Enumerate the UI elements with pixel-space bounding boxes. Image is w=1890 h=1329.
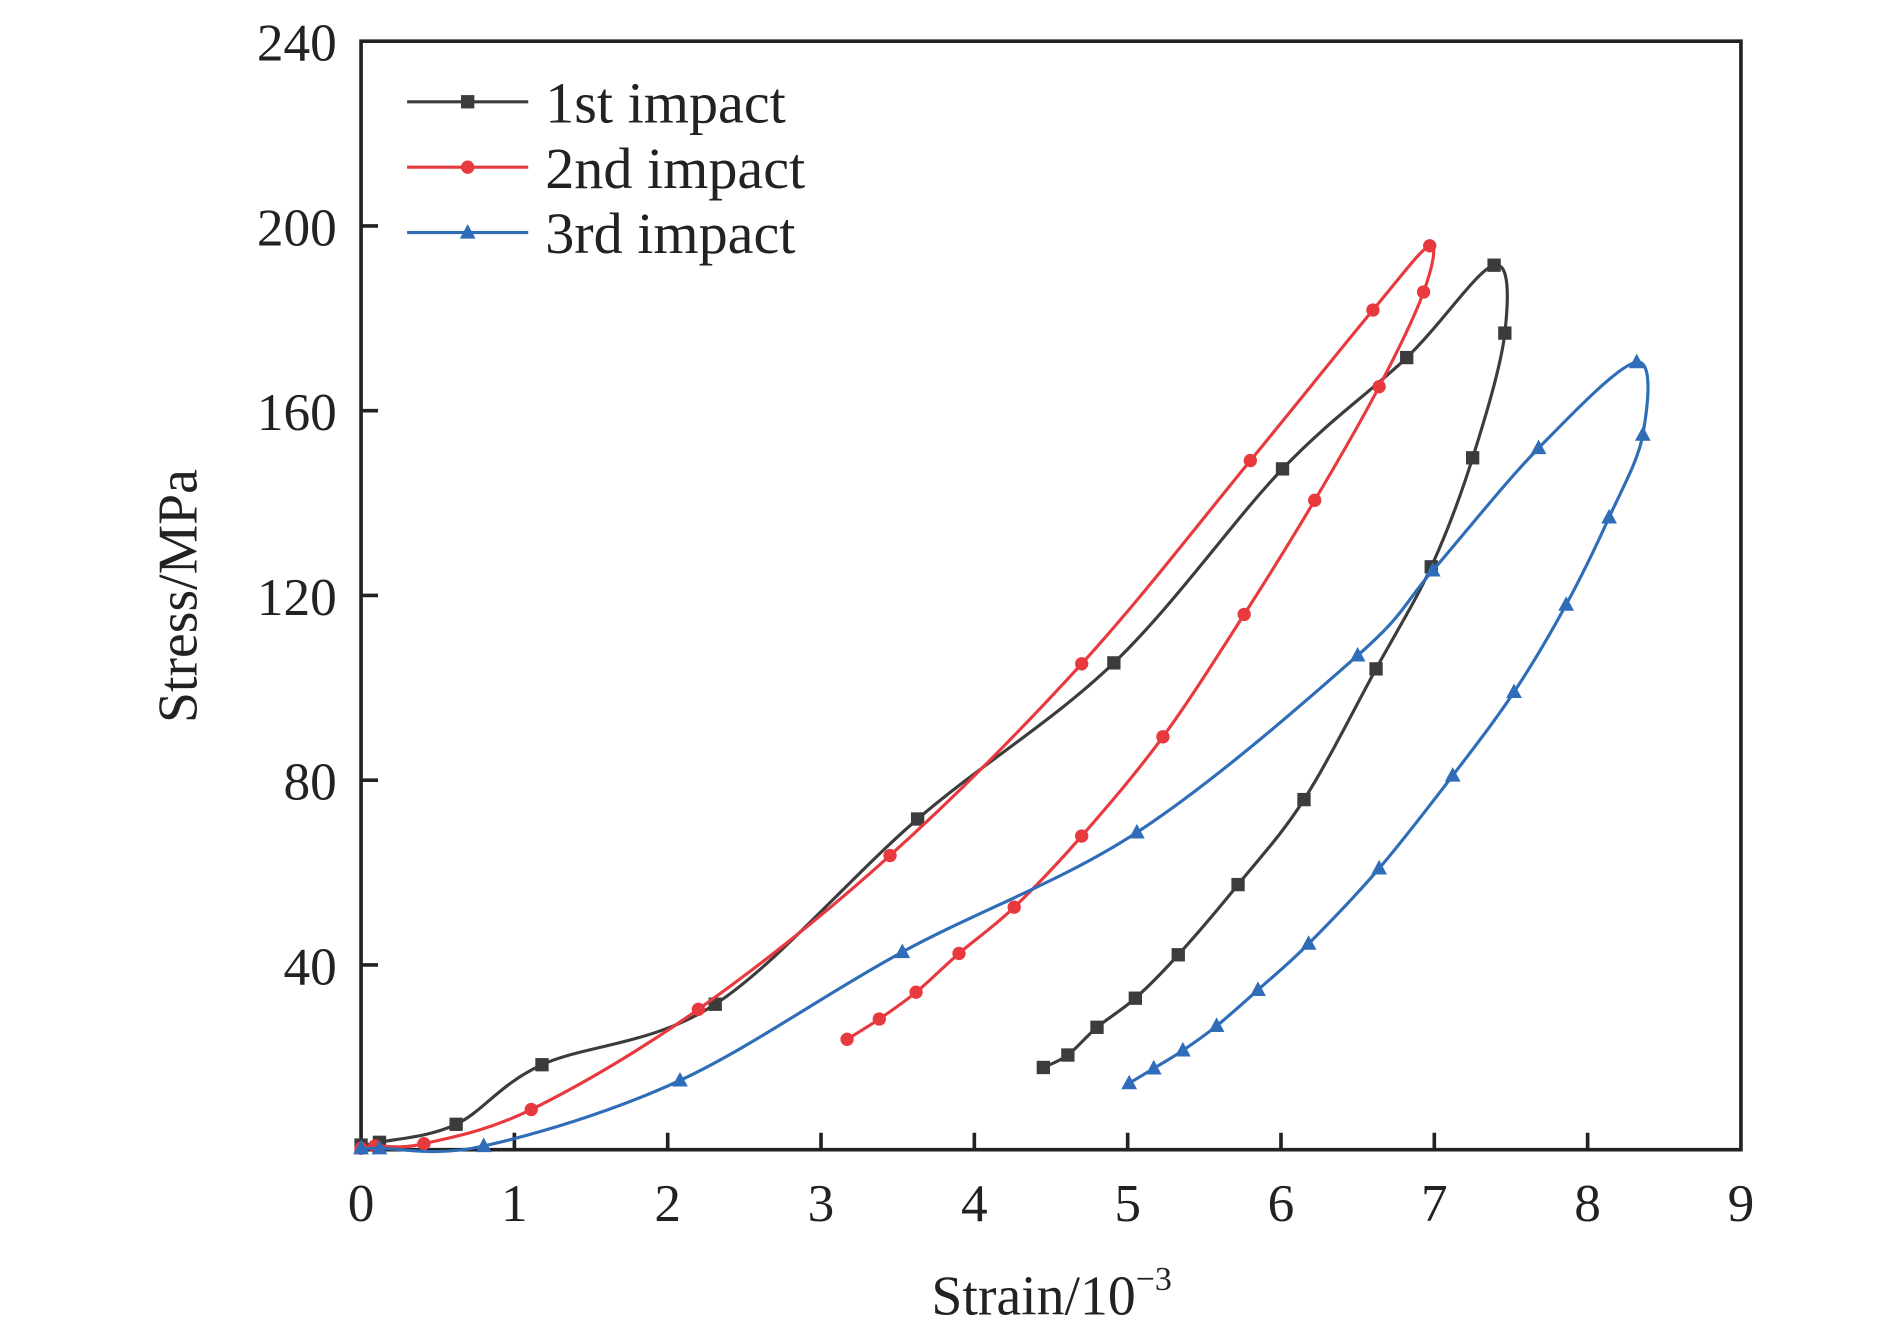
data-point-square <box>1036 1060 1051 1075</box>
data-point-triangle <box>371 1139 388 1155</box>
data-point-square <box>1171 948 1185 962</box>
data-point-circle <box>1423 239 1437 253</box>
legend-entry: 1st impact <box>407 70 786 135</box>
data-point-square <box>1275 462 1290 476</box>
data-point-square <box>1465 451 1480 465</box>
data-point-triangle <box>894 943 911 959</box>
data-point-circle <box>1372 380 1386 394</box>
data-point-triangle <box>1506 683 1522 699</box>
data-point-square <box>1090 1020 1104 1034</box>
x-tick-label: 8 <box>1574 1174 1601 1233</box>
data-point-square <box>535 1058 549 1072</box>
data-point-triangle <box>1444 767 1461 782</box>
y-tick-label: 240 <box>257 14 337 73</box>
x-tick-label: 0 <box>348 1174 375 1233</box>
data-point-circle <box>417 1137 431 1151</box>
data-point-circle <box>1007 900 1021 914</box>
data-point-square <box>1061 1048 1075 1062</box>
legend-label: 1st impact <box>545 70 786 135</box>
data-point-circle <box>1075 829 1089 843</box>
data-point-triangle <box>459 224 476 239</box>
legend-label: 2nd impact <box>545 136 805 201</box>
data-point-circle <box>1237 607 1251 622</box>
x-tick-label: 5 <box>1114 1174 1141 1233</box>
series-line <box>360 244 1436 1150</box>
data-point-circle <box>1156 730 1170 744</box>
x-axis-label: Strain/10−3 <box>931 1261 1171 1327</box>
data-point-triangle <box>1371 859 1387 875</box>
data-point-circle <box>872 1012 886 1026</box>
x-tick-label: 4 <box>961 1174 988 1233</box>
data-point-triangle <box>1530 439 1547 455</box>
data-point-square <box>910 812 925 826</box>
data-point-circle <box>691 1002 706 1016</box>
data-point-square <box>449 1117 463 1131</box>
data-point-triangle <box>1634 426 1651 441</box>
data-point-triangle <box>475 1137 492 1153</box>
legend-entry: 3rd impact <box>407 201 795 266</box>
legend-entry: 2nd impact <box>407 136 805 201</box>
data-point-circle <box>1416 285 1431 299</box>
y-tick-label: 200 <box>257 198 337 257</box>
data-point-circle <box>883 848 897 863</box>
series-3 <box>353 353 1651 1155</box>
y-tick-label: 40 <box>284 937 337 996</box>
data-point-triangle <box>672 1071 688 1087</box>
x-tick-label: 7 <box>1421 1174 1448 1233</box>
y-axis-label: Stress/MPa <box>147 469 209 723</box>
data-point-circle <box>909 985 923 999</box>
x-tick-label: 9 <box>1728 1174 1755 1233</box>
x-tick-label: 3 <box>808 1174 835 1233</box>
data-point-square <box>1128 991 1142 1005</box>
data-point-square <box>1487 258 1501 272</box>
x-tick-label: 2 <box>654 1174 681 1233</box>
data-point-triangle <box>353 1139 369 1155</box>
data-point-triangle <box>1424 562 1441 577</box>
data-point-circle <box>952 946 966 961</box>
data-point-circle <box>1075 657 1089 671</box>
data-point-square <box>461 95 475 109</box>
data-point-circle <box>1366 303 1380 317</box>
data-point-circle <box>1308 493 1322 507</box>
data-point-triangle <box>1121 1074 1138 1090</box>
series-line <box>361 360 1650 1154</box>
data-point-triangle <box>1349 647 1366 662</box>
data-point-triangle <box>1250 981 1266 996</box>
x-tick-label: 6 <box>1268 1174 1295 1233</box>
data-point-triangle <box>1628 353 1645 369</box>
data-point-circle <box>461 160 475 174</box>
series-line <box>360 263 1509 1147</box>
data-point-triangle <box>1174 1041 1191 1057</box>
data-point-circle <box>1243 453 1257 468</box>
series-2 <box>354 239 1437 1155</box>
data-point-square <box>1231 877 1245 892</box>
data-point-triangle <box>1601 508 1617 524</box>
data-point-triangle <box>1128 823 1145 839</box>
data-point-triangle <box>1558 596 1575 611</box>
series-1 <box>354 258 1512 1152</box>
data-point-square <box>1107 656 1121 670</box>
data-point-square <box>1297 792 1311 807</box>
data-point-circle <box>524 1102 538 1117</box>
data-point-triangle <box>1300 935 1317 950</box>
data-point-circle <box>840 1032 854 1046</box>
data-point-square <box>1400 350 1414 365</box>
y-tick-label: 160 <box>257 383 337 442</box>
y-tick-label: 120 <box>257 568 337 627</box>
legend-label: 3rd impact <box>545 201 795 266</box>
data-point-triangle <box>1145 1059 1162 1075</box>
x-tick-label: 1 <box>501 1174 528 1233</box>
data-point-square <box>1498 326 1512 340</box>
data-point-square <box>1369 662 1383 676</box>
data-point-triangle <box>1208 1017 1225 1032</box>
y-tick-label: 80 <box>284 753 337 812</box>
